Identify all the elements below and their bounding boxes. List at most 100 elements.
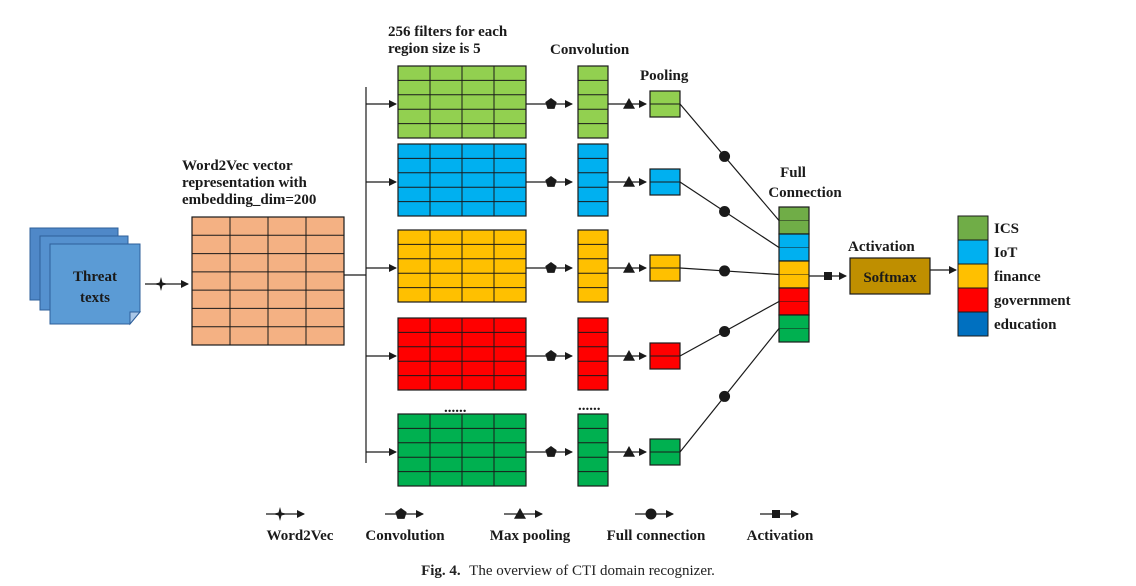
legend-pentagon-icon <box>395 508 407 519</box>
embedding-grid <box>191 216 345 346</box>
pool-cell <box>649 438 681 466</box>
output-class-5: education <box>957 311 1057 337</box>
filter-grid <box>397 229 527 303</box>
branch-4 <box>366 317 681 391</box>
filter-grid <box>397 65 527 139</box>
pool-to-fc-line <box>679 181 780 249</box>
conv-column <box>577 317 609 391</box>
output-label: education <box>994 317 1057 333</box>
softmax-label: Softmax <box>863 270 917 286</box>
output-label: IoT <box>994 245 1017 261</box>
conv-column <box>577 65 609 139</box>
embedding-label: Word2Vec vector representation with embe… <box>182 158 316 208</box>
legend-item-pentagon: Convolution <box>365 508 445 544</box>
branch-5 <box>366 413 681 487</box>
output-class-1: ICS <box>957 215 1019 241</box>
full-connection-label-line2: Connection <box>768 185 842 201</box>
full-connection-dot-icon <box>719 205 731 217</box>
legend-label: Convolution <box>365 528 445 544</box>
output-classes: ICS IoT finance government education <box>957 215 1071 337</box>
pool-to-fc-line <box>679 328 780 453</box>
softmax-box <box>849 257 931 295</box>
legend-label: Word2Vec <box>267 528 334 544</box>
pool-cell <box>649 254 681 282</box>
legend-item-triangle: Max pooling <box>490 508 571 544</box>
embedding-label-line3: embedding_dim=200 <box>182 192 316 208</box>
branch-2 <box>366 143 681 217</box>
activation-square-icon <box>824 272 832 280</box>
full-connection-dot-icon <box>719 150 731 162</box>
pool-to-fc-line <box>679 103 780 221</box>
legend-label: Max pooling <box>490 528 571 544</box>
pool-cell <box>649 90 681 118</box>
output-swatch <box>957 287 989 313</box>
legend-item-square: Activation <box>747 510 814 544</box>
legend-item-circle: Full connection <box>607 508 706 544</box>
legend-triangle-icon <box>514 508 526 519</box>
branch-3 <box>366 229 681 303</box>
legend: Word2Vec Convolution Max pooling Full conne… <box>266 507 814 544</box>
full-connection-label-line1: Full <box>780 165 806 181</box>
output-swatch <box>957 311 989 337</box>
output-class-4: government <box>957 287 1071 313</box>
connector-lines <box>145 87 957 463</box>
filter-branches <box>366 65 681 487</box>
conv-column <box>577 143 609 217</box>
threat-texts-input: Threat texts <box>29 227 142 326</box>
filter-ellipsis: ...... <box>444 400 467 416</box>
filter-grid <box>397 413 527 487</box>
figure-caption-prefix: Fig. 4. <box>421 563 461 579</box>
pool-cell <box>649 342 681 370</box>
max-pooling-triangle-icon <box>623 262 635 273</box>
full-connection-dot-icon <box>719 325 731 337</box>
pool-cell <box>649 168 681 196</box>
conv-ellipsis: ...... <box>578 398 601 414</box>
pooling-label: Pooling <box>640 68 689 84</box>
conv-column <box>577 413 609 487</box>
legend-square-icon <box>772 510 780 518</box>
filters-label-line2: region size is 5 <box>388 41 481 57</box>
conv-column <box>577 229 609 303</box>
branch-1 <box>366 65 681 139</box>
legend-item-star: Word2Vec <box>266 507 334 544</box>
max-pooling-triangle-icon <box>623 446 635 457</box>
full-connection-column <box>778 206 810 343</box>
output-label: government <box>994 293 1071 309</box>
legend-circle-icon <box>645 508 657 520</box>
output-class-3: finance <box>957 263 1041 289</box>
figure-caption: Fig. 4. The overview of CTI domain recog… <box>421 563 715 579</box>
embedding-matrix <box>191 216 345 346</box>
threat-texts-label-line2: texts <box>80 290 110 306</box>
output-swatch <box>957 263 989 289</box>
max-pooling-triangle-icon <box>623 176 635 187</box>
convolution-pentagon-icon <box>545 176 557 187</box>
filter-grid <box>397 317 527 391</box>
activation-label: Activation <box>848 239 915 255</box>
max-pooling-triangle-icon <box>623 350 635 361</box>
legend-star-icon <box>273 507 287 521</box>
convolution-pentagon-icon <box>545 350 557 361</box>
figure-caption-text: The overview of CTI domain recognizer. <box>469 563 715 579</box>
embedding-label-line1: Word2Vec vector <box>182 158 293 174</box>
softmax-block: Softmax <box>849 257 931 295</box>
convolution-pentagon-icon <box>545 446 557 457</box>
max-pooling-triangle-icon <box>623 98 635 109</box>
output-label: ICS <box>994 221 1019 237</box>
legend-label: Activation <box>747 528 814 544</box>
legend-label: Full connection <box>607 528 706 544</box>
convolution-label: Convolution <box>550 42 630 58</box>
full-connection-dot-icon <box>719 265 731 277</box>
full-connection-dot-icon <box>719 390 731 402</box>
convolution-pentagon-icon <box>545 98 557 109</box>
filter-grid <box>397 143 527 217</box>
output-swatch <box>957 239 989 265</box>
embedding-label-line2: representation with <box>182 175 308 191</box>
threat-texts-label-line1: Threat <box>73 269 117 285</box>
word2vec-star-icon <box>154 277 168 291</box>
convolution-pentagon-icon <box>545 262 557 273</box>
filters-label-line1: 256 filters for each <box>388 24 508 40</box>
output-swatch <box>957 215 989 241</box>
pool-to-fc-line <box>679 300 780 357</box>
output-label: finance <box>994 269 1041 285</box>
